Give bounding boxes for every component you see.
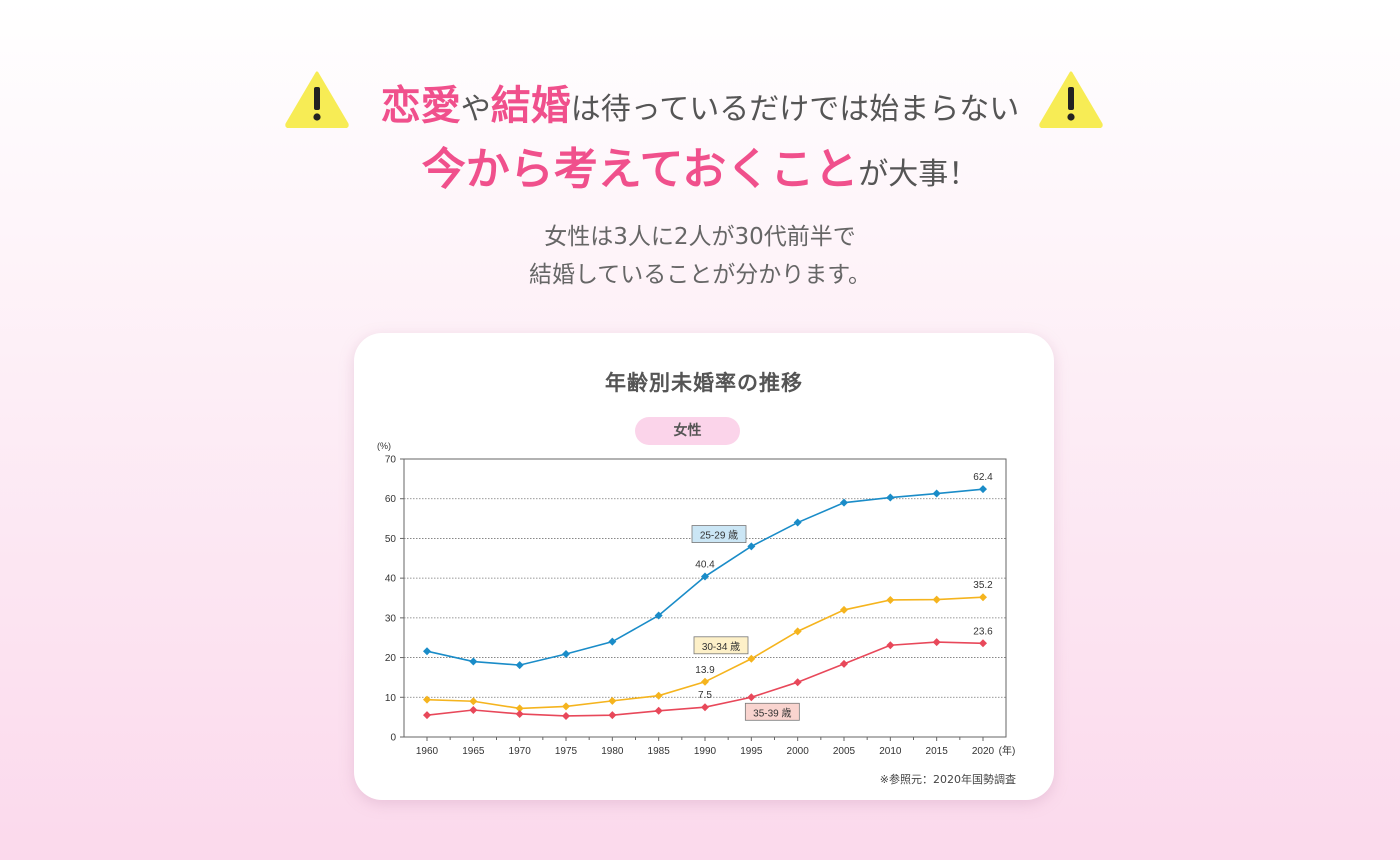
data-point bbox=[654, 611, 663, 620]
data-point bbox=[932, 638, 941, 647]
data-point bbox=[701, 677, 709, 686]
chart-card: 年齢別未婚率の推移 女性 0 10 20 30 40 50 60 70 (%) 1960 1965 1… bbox=[354, 333, 1054, 800]
data-label: 40.4 bbox=[695, 560, 715, 571]
y-tick-label: 50 bbox=[385, 534, 397, 545]
warning-icon-right bbox=[1039, 71, 1103, 128]
source-note: ※参照元：2020年国勢調査 bbox=[879, 773, 1016, 786]
headline-line-1: 恋愛や結婚は待っているだけでは始まらない bbox=[0, 78, 1400, 138]
data-point bbox=[793, 518, 802, 527]
data-point bbox=[932, 489, 941, 498]
data-label: 7.5 bbox=[698, 690, 712, 701]
data-point bbox=[562, 711, 570, 720]
line-chart: 0 10 20 30 40 50 60 70 (%) 1960 1965 1970 1975 1980 19… bbox=[377, 441, 1016, 757]
y-tick-label: 60 bbox=[385, 494, 397, 505]
data-point bbox=[562, 702, 570, 711]
y-tick-label: 10 bbox=[385, 693, 397, 704]
data-point bbox=[793, 678, 802, 687]
data-point bbox=[979, 639, 987, 648]
x-unit-label: (年) bbox=[999, 744, 1016, 757]
y-tick-label: 40 bbox=[385, 574, 397, 585]
data-point bbox=[747, 654, 756, 663]
y-unit-label: (%) bbox=[377, 441, 391, 451]
x-tick-label: 2000 bbox=[787, 746, 810, 757]
y-tick-label: 20 bbox=[385, 653, 397, 664]
series-label-box bbox=[691, 525, 747, 543]
headline-emphasis: 今から考えておくこと bbox=[421, 144, 859, 195]
data-point bbox=[979, 593, 987, 602]
series-label: 30-34 歳 bbox=[702, 641, 740, 653]
data-point bbox=[840, 498, 848, 507]
data-point bbox=[747, 693, 756, 702]
x-tick-label: 1990 bbox=[694, 746, 717, 757]
headline-marriage: 結婚 bbox=[490, 83, 571, 129]
subtext: 女性は3人に2人が30代前半で 結婚していることが分かります。 bbox=[0, 218, 1400, 294]
series-label-box bbox=[744, 702, 800, 721]
chart-title: 年齢別未婚率の推移 bbox=[605, 371, 803, 395]
data-label: 62.4 bbox=[973, 472, 993, 483]
data-point bbox=[701, 703, 709, 712]
gender-pill: 女性 bbox=[635, 417, 740, 445]
series-label-box bbox=[693, 636, 749, 655]
data-point bbox=[562, 649, 570, 658]
x-tick-label: 1985 bbox=[648, 746, 671, 757]
data-point bbox=[608, 711, 617, 720]
data-label: 13.9 bbox=[695, 665, 715, 676]
x-tick-label: 1975 bbox=[555, 746, 578, 757]
headline-line-2: 今から考えておくことが大事！ bbox=[0, 140, 1400, 205]
data-point bbox=[932, 595, 941, 604]
data-point bbox=[515, 704, 524, 713]
x-tick-label: 1980 bbox=[601, 746, 624, 757]
data-point bbox=[469, 705, 478, 714]
data-point bbox=[840, 605, 848, 614]
data-point bbox=[886, 641, 895, 650]
headline-important: が大事！ bbox=[858, 157, 979, 192]
x-tick-label: 1960 bbox=[416, 746, 439, 757]
headline-rest: は待っているだけでは始まらない bbox=[570, 92, 1020, 127]
headline-ya: や bbox=[460, 92, 491, 127]
x-tick-label: 2010 bbox=[879, 746, 902, 757]
data-label: 35.2 bbox=[973, 580, 993, 591]
data-point bbox=[469, 697, 478, 706]
data-point bbox=[515, 661, 524, 670]
x-tick-label: 2015 bbox=[926, 746, 949, 757]
data-point bbox=[886, 493, 895, 502]
data-label: 23.6 bbox=[973, 626, 993, 637]
data-point bbox=[469, 657, 478, 666]
data-point bbox=[886, 595, 895, 604]
warning-icon-left bbox=[285, 71, 349, 128]
x-tick-label: 1970 bbox=[509, 746, 532, 757]
series-label: 25-29 歳 bbox=[700, 530, 738, 542]
x-tick-label: 1965 bbox=[462, 746, 485, 757]
data-point bbox=[608, 696, 617, 705]
y-tick-label: 0 bbox=[390, 733, 396, 744]
data-point bbox=[747, 542, 756, 551]
x-tick-label: 1995 bbox=[740, 746, 763, 757]
data-point bbox=[793, 627, 802, 636]
data-point bbox=[840, 659, 848, 668]
subtext-line-1: 女性は3人に2人が30代前半で bbox=[544, 224, 856, 250]
data-point bbox=[515, 709, 524, 718]
data-point bbox=[423, 695, 431, 704]
data-point bbox=[701, 572, 709, 581]
data-point bbox=[979, 485, 987, 494]
headline-love: 恋愛 bbox=[380, 83, 461, 129]
data-point bbox=[654, 691, 663, 700]
data-point bbox=[608, 637, 617, 646]
y-tick-label: 70 bbox=[385, 455, 397, 466]
data-point bbox=[654, 706, 663, 715]
x-tick-label: 2005 bbox=[833, 746, 856, 757]
subtext-line-2: 結婚していることが分かります。 bbox=[528, 262, 871, 288]
x-tick-label: 2020 bbox=[972, 746, 995, 757]
series-label: 35-39 歳 bbox=[753, 707, 791, 719]
y-tick-label: 30 bbox=[385, 613, 397, 624]
data-point bbox=[423, 647, 431, 656]
data-point bbox=[423, 711, 431, 720]
